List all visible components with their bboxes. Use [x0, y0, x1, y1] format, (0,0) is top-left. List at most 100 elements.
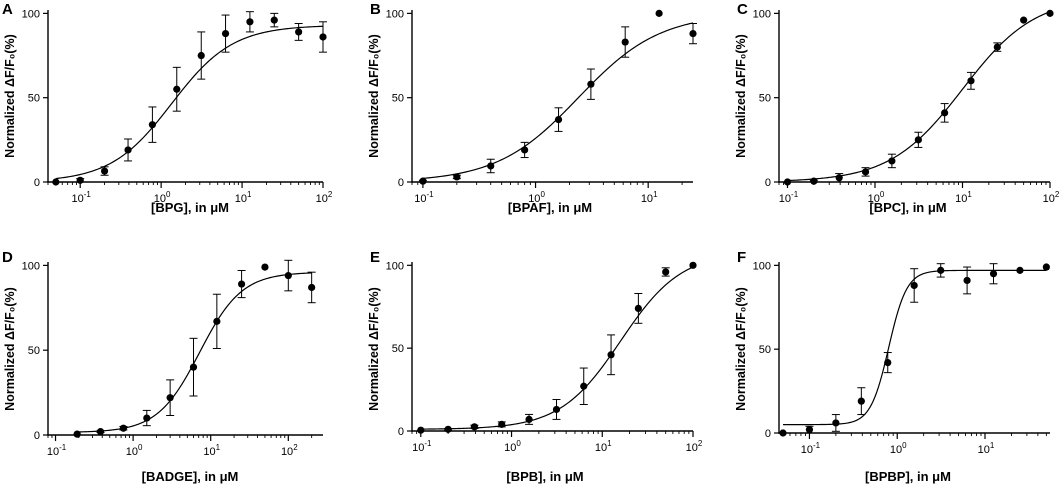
data-point — [166, 394, 174, 402]
data-point — [835, 174, 843, 182]
data-point — [295, 28, 303, 36]
data-point — [173, 85, 181, 93]
x-tick-label: 101 — [955, 190, 972, 205]
data-point — [525, 415, 533, 424]
x-tick-label: 100 — [154, 190, 171, 205]
data-point — [662, 268, 670, 276]
data-point — [888, 157, 896, 165]
x-tick-label: 100 — [504, 439, 521, 454]
panel-letter: D — [2, 249, 13, 266]
x-tick-label: 102 — [316, 190, 333, 205]
y-axis-label: Normalized ΔF/F₀(%) — [367, 34, 381, 158]
y-tick-label: 0 — [398, 426, 404, 438]
data-point — [1046, 9, 1054, 17]
x-axis-label: [BPBP], in μM — [865, 469, 951, 484]
x-tick-label: 10-1 — [72, 190, 92, 205]
plot-area: 0 50 100 10-1 100 101 102 — [386, 260, 703, 454]
data-point — [1016, 266, 1024, 274]
panel-letter: E — [370, 249, 380, 266]
x-axis-label: [BPAF], in μM — [508, 200, 592, 215]
fit-curve — [422, 22, 694, 179]
plot-area: 0 50 100 10-1 100 101 102 — [753, 8, 1060, 205]
data-point — [655, 9, 663, 17]
data-point — [521, 146, 529, 154]
data-point — [993, 43, 1001, 51]
data-point — [621, 38, 629, 46]
x-tick-label: 101 — [641, 190, 658, 205]
data-point — [689, 261, 697, 269]
y-tick-label: 100 — [753, 8, 771, 20]
data-point — [270, 16, 278, 24]
y-tick-label: 0 — [765, 428, 771, 440]
y-axis-label: Normalized ΔF/F₀(%) — [3, 287, 17, 411]
y-tick-label: 50 — [759, 93, 771, 105]
x-tick-label: 10-1 — [801, 441, 821, 456]
x-tick-label: 10-1 — [47, 443, 67, 458]
data-point — [221, 30, 230, 38]
panel-b: B Normalized ΔF/F₀(%) [BPAF], in μM 0 50 1… — [367, 1, 697, 215]
x-tick-label: 101 — [595, 439, 612, 454]
data-point — [967, 77, 975, 85]
y-tick-label: 100 — [22, 8, 40, 20]
data-point — [246, 18, 254, 26]
data-point — [914, 136, 922, 144]
data-point — [587, 80, 595, 88]
y-tick-label: 0 — [34, 177, 40, 189]
data-point — [100, 167, 109, 175]
data-point — [119, 424, 128, 432]
y-tick-label: 50 — [28, 345, 40, 357]
data-point — [453, 173, 461, 181]
panel-e: E Normalized ΔF/F₀(%) [BPB], in μM 0 50 10… — [367, 249, 703, 484]
panel-letter: F — [737, 249, 746, 266]
data-point — [76, 176, 84, 184]
data-point — [783, 178, 792, 186]
data-point — [941, 109, 949, 117]
data-point — [810, 177, 818, 185]
panel-a: A Normalized ΔF/F₀(%) [BPG], in μM 0 50 10… — [2, 1, 333, 215]
data-point — [554, 116, 563, 124]
data-point — [487, 162, 495, 170]
data-point — [861, 168, 870, 176]
data-point — [213, 317, 221, 325]
data-point — [148, 121, 157, 129]
x-tick-label: 101 — [978, 441, 995, 456]
x-axis-label: [BPB], in μM — [506, 469, 583, 484]
data-point — [910, 281, 918, 290]
data-point — [1020, 16, 1028, 24]
x-tick-label: 10-1 — [414, 190, 434, 205]
data-point — [1042, 263, 1050, 271]
data-point — [417, 426, 425, 434]
x-tick-label: 100 — [868, 190, 885, 205]
data-point — [52, 178, 60, 186]
fit-curve — [55, 25, 324, 180]
data-point — [470, 423, 479, 431]
data-point — [73, 430, 81, 438]
x-axis-label: [BPG], in μM — [151, 200, 229, 215]
y-tick-label: 0 — [34, 430, 40, 442]
data-point — [552, 405, 561, 414]
data-point — [308, 283, 316, 292]
x-tick-label: 10-1 — [779, 190, 799, 205]
x-tick-label: 100 — [126, 443, 143, 458]
x-tick-label: 102 — [1043, 190, 1060, 205]
x-tick-label: 102 — [281, 443, 298, 458]
y-tick-label: 50 — [392, 343, 404, 355]
data-point — [444, 425, 452, 433]
data-point — [989, 270, 998, 278]
panel-c: C Normalized ΔF/F₀(%) [BPC], in μM 0 50 10… — [734, 1, 1060, 215]
data-point — [237, 280, 246, 288]
plot-area: 0 50 100 10-1 100 101 102 — [22, 8, 333, 205]
y-tick-label: 0 — [765, 177, 771, 189]
data-point — [498, 420, 506, 428]
y-tick-label: 50 — [392, 93, 404, 105]
x-tick-label: 101 — [235, 190, 252, 205]
data-point — [189, 363, 198, 371]
panel-letter: C — [737, 1, 748, 18]
x-tick-label: 10-1 — [412, 439, 432, 454]
plot-area: 0 50 100 10-1 100 101 102 — [22, 259, 323, 458]
data-point — [884, 358, 892, 367]
x-tick-label: 100 — [528, 190, 545, 205]
plot-area: 0 50 100 10-1 100 101 — [386, 8, 697, 205]
x-tick-label: 100 — [890, 441, 907, 456]
fit-curve — [787, 11, 1051, 182]
